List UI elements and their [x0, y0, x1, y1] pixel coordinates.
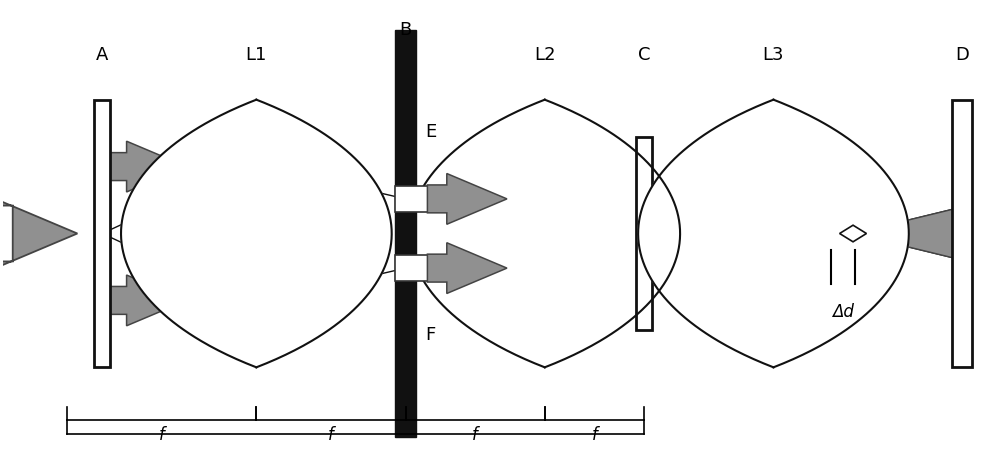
Polygon shape [0, 183, 77, 284]
Bar [395, 255, 438, 281]
Text: F: F [425, 326, 436, 344]
Polygon shape [121, 99, 392, 368]
Polygon shape [274, 275, 354, 326]
Polygon shape [791, 201, 957, 266]
Bar [94, 99, 110, 368]
Bar [395, 186, 438, 212]
Text: f: f [159, 426, 165, 444]
Text: f: f [472, 426, 478, 444]
Text: f: f [328, 426, 334, 444]
Text: E: E [425, 123, 437, 141]
Text: A: A [96, 46, 108, 64]
Text: L3: L3 [763, 46, 784, 64]
Bar [395, 30, 416, 437]
Bar [952, 99, 972, 368]
Text: C: C [638, 46, 650, 64]
Text: Δd: Δd [832, 303, 854, 321]
Polygon shape [638, 99, 909, 368]
Text: L2: L2 [534, 46, 556, 64]
Polygon shape [427, 243, 507, 293]
Text: D: D [955, 46, 969, 64]
Polygon shape [274, 141, 354, 192]
Polygon shape [629, 194, 722, 273]
Bar [636, 136, 652, 331]
Polygon shape [107, 141, 187, 192]
Text: B: B [399, 21, 412, 39]
Polygon shape [840, 225, 866, 242]
Polygon shape [107, 275, 187, 326]
Polygon shape [409, 99, 680, 368]
Text: f: f [592, 426, 597, 444]
Polygon shape [427, 174, 507, 224]
Text: L1: L1 [246, 46, 267, 64]
